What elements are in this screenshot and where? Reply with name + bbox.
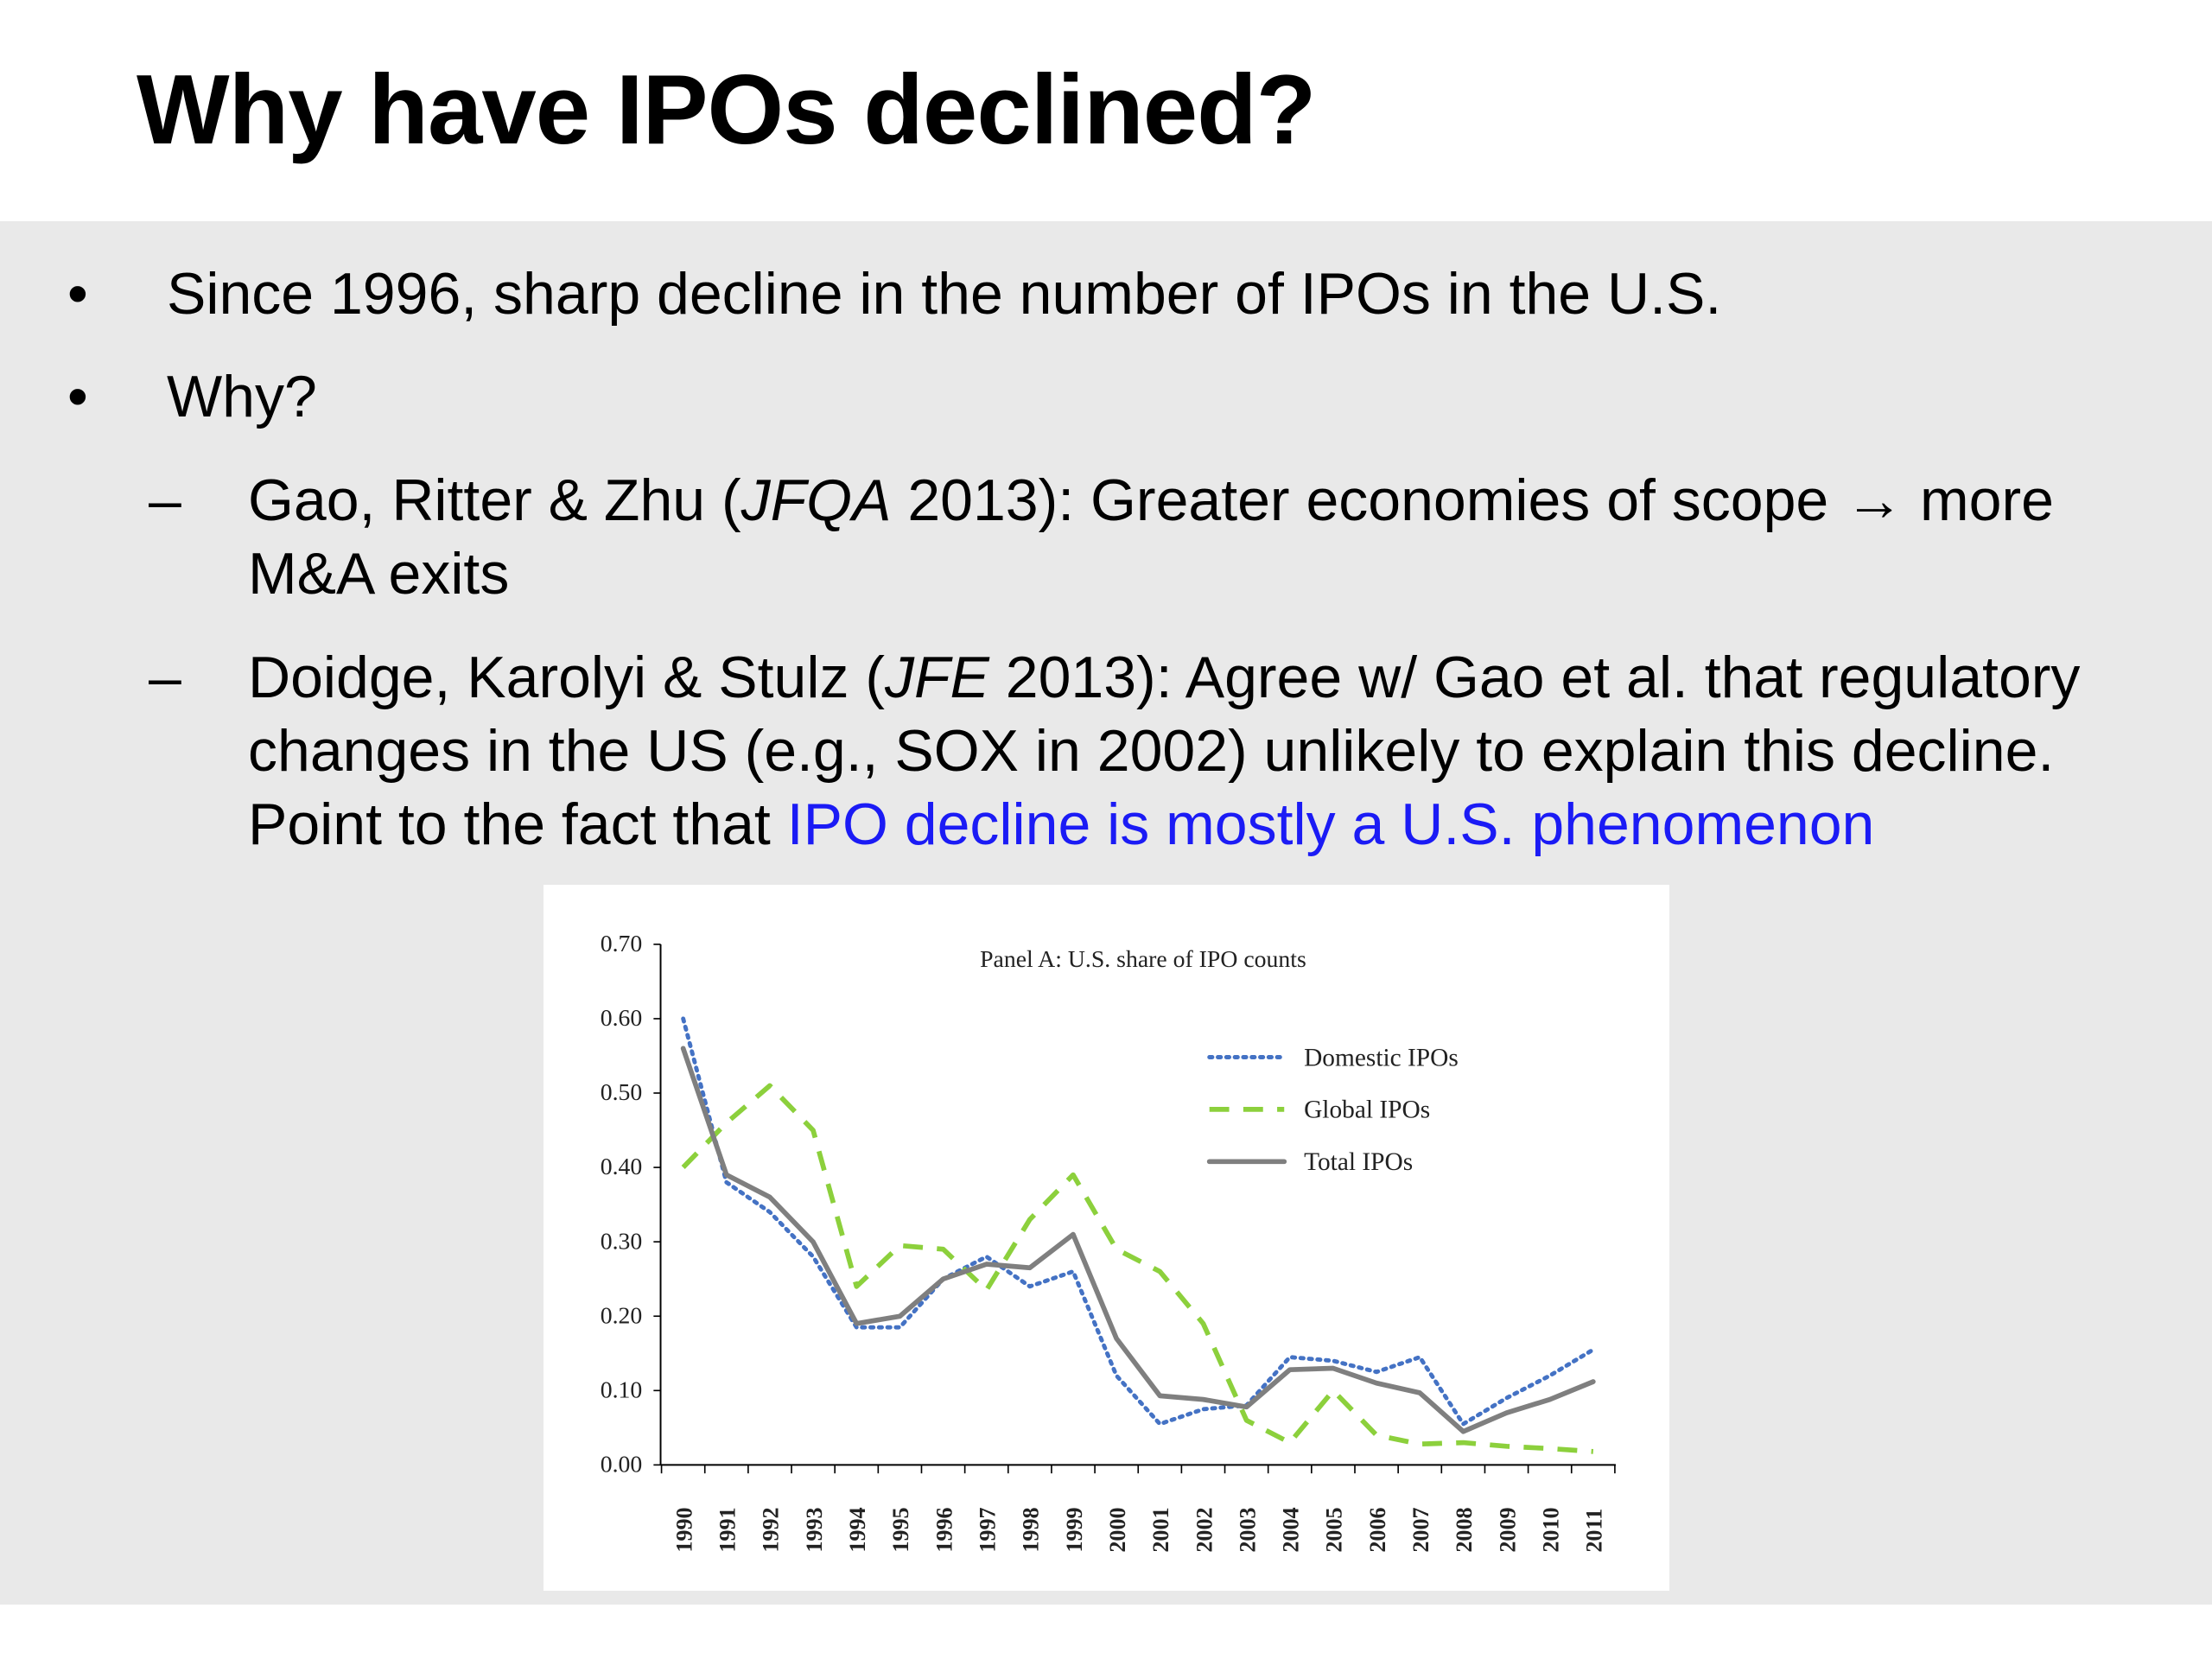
x-tick-label: 2009 [1495,1507,1520,1552]
x-tick-label: 1994 [845,1507,870,1552]
x-tick-label: 1998 [1019,1507,1044,1552]
x-tick-label: 1995 [888,1507,913,1552]
chart-figure: Panel A: U.S. share of IPO counts 0.00 0.… [543,885,1669,1591]
y-tick-label: 0.40 [601,1154,643,1180]
text: Point to the fact that [248,791,787,857]
journal-name: JFE [884,645,989,710]
x-tick-label: 1992 [759,1507,784,1552]
x-tick-label: 2002 [1192,1507,1217,1552]
y-tick-label: 0.30 [601,1228,643,1255]
x-tick-label: 1991 [715,1507,741,1552]
y-tick-label: 0.60 [601,1005,643,1032]
sub-bullet-2-line-2: changes in the US (e.g., SOX in 2002) un… [248,718,2055,784]
sub-bullet-marker: – [149,645,181,710]
x-tick-label: 2007 [1408,1507,1433,1552]
legend-label: Global IPOs [1304,1096,1430,1124]
text: 2013): Agree w/ Gao et al. that regulato… [988,645,2081,710]
x-tick-label: 1996 [931,1507,957,1552]
y-tick-label: 0.70 [601,931,643,957]
sub-bullet-2-line-3: Point to the fact that IPO decline is mo… [248,788,1874,861]
chart-title: Panel A: U.S. share of IPO counts [980,946,1306,973]
y-tick-label: 0.00 [601,1452,643,1478]
x-tick-label: 2006 [1365,1507,1390,1552]
bullet-marker: • [67,261,88,327]
legend-label: Domestic IPOs [1304,1044,1459,1071]
slide-title: Why have IPOs declined? [137,55,1316,165]
text: 2013): Greater economies of scope → more [891,467,2054,533]
sub-bullet-1-line-1: Gao, Ritter & Zhu (JFQA 2013): Greater e… [248,464,2054,537]
text: Doidge, Karolyi & Stulz ( [248,645,885,710]
bullet-marker: • [67,364,88,429]
journal-name: JFQA [741,467,892,533]
x-tick-label: 1999 [1062,1507,1087,1552]
legend-label: Total IPOs [1304,1148,1413,1176]
y-tick-label: 0.10 [601,1376,643,1403]
text: Gao, Ritter & Zhu ( [248,467,741,533]
sub-bullet-marker: – [149,467,181,533]
x-tick-label: 2008 [1452,1507,1477,1552]
series-line-domestic-ipos [681,1016,1596,1427]
x-tick-label: 2005 [1322,1507,1347,1552]
series-line-global-ipos [681,1083,1594,1454]
series-line-total-ipos [680,1046,1596,1434]
x-tick-label: 1997 [976,1507,1001,1552]
bullet-1: Since 1996, sharp decline in the number … [167,261,1722,327]
highlighted-link-text[interactable]: IPO decline is mostly a U.S. phenomenon [786,791,1875,857]
y-tick-label: 0.50 [601,1079,643,1106]
x-tick-label: 1990 [671,1507,696,1552]
x-tick-label: 2010 [1538,1507,1563,1552]
x-tick-label: 2000 [1105,1507,1130,1552]
x-tick-label: 2003 [1235,1507,1260,1552]
x-tick-label: 2001 [1148,1507,1173,1552]
y-tick-label: 0.20 [601,1302,643,1329]
x-tick-label: 2011 [1582,1509,1607,1553]
bullet-2: Why? [167,364,317,429]
sub-bullet-1-line-2: M&A exits [248,541,510,607]
x-tick-label: 2004 [1279,1507,1304,1552]
sub-bullet-2-line-1: Doidge, Karolyi & Stulz (JFE 2013): Agre… [248,641,2080,715]
x-tick-label: 1993 [802,1507,827,1552]
line-chart: Panel A: U.S. share of IPO counts 0.00 0.… [601,931,1616,1553]
